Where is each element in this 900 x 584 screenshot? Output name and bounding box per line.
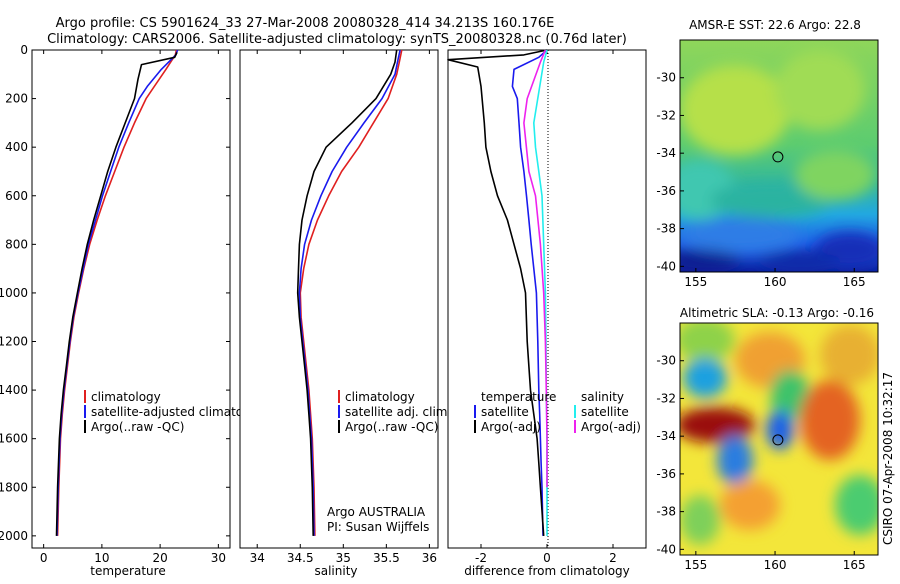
x-tick-label: 0 [543,551,551,565]
x-tick-label: 36 [422,551,437,565]
y-tick-label: -34 [656,429,676,443]
salinity-xlabel: salinity [314,564,357,578]
legend-label-argo: Argo(..raw -QC) [91,420,184,434]
series-line-salinity-argo-adj [523,49,548,488]
y-tick-label: -38 [656,222,676,236]
sla-map-panel: Altimetric SLA: -0.13 Argo: -0.16 155 160… [656,306,879,572]
y-tick-label: -32 [656,391,676,405]
x-tick-label: 30 [211,551,226,565]
salinity-panel: 34 34.5 35 35.5 36 salinity climatology sate… [239,49,451,578]
legend-swatch-temp-satellite [474,405,476,418]
float-position-marker [772,151,784,163]
x-tick-label: 160 [764,275,787,289]
legend-label-climatology: climatology [345,390,415,404]
legend-label-satellite: satellite adj. clim. [345,405,451,419]
temperature-xlabel: temperature [90,564,165,578]
y-tick-label: -30 [656,71,676,85]
y-tick-label: -32 [656,108,676,122]
x-tick-label: 165 [843,275,866,289]
x-tick-label: 34.5 [287,551,314,565]
x-tick-label: 155 [684,275,707,289]
y-tick-label: -40 [656,542,676,556]
x-tick-label: 34 [250,551,265,565]
x-tick-label: 20 [152,551,167,565]
temperature-axes-frame [31,49,231,549]
figure-title-line2: Climatology: CARS2006. Satellite-adjuste… [47,32,627,47]
legend-label-satellite: satellite-adjusted climatology [91,405,269,419]
sst-map-frame [679,39,879,273]
x-tick-label: -2 [475,551,487,565]
sst-map-panel: AMSR-E SST: 22.6 Argo: 22.8 155 160 165 -30… [656,18,879,289]
series-line-temperature-argo-adj [447,49,548,536]
legend-label-sal-argo: Argo(-adj) [581,420,641,434]
legend-swatch-argo [84,420,86,433]
legend-swatch-sal-satellite [574,405,576,418]
y-tick-label: -38 [656,505,676,519]
legend-swatch-temp-argo [474,420,476,433]
legend-group-temperature: temperature [481,390,556,404]
sla-map-frame [679,322,879,556]
credit-org: Argo AUSTRALIA [327,505,426,519]
sla-map-title: Altimetric SLA: -0.13 Argo: -0.16 [680,306,874,320]
y-tick-label: 200 [5,92,28,106]
y-tick-label: 0 [20,43,28,57]
x-tick-label: 160 [764,558,787,572]
legend-swatch-satellite [338,405,340,418]
legend-label-climatology: climatology [91,390,161,404]
y-tick-label: 1600 [0,432,28,446]
x-tick-label: 2 [609,551,617,565]
y-tick-label: -34 [656,146,676,160]
x-tick-label: 35.5 [373,551,400,565]
legend-group-salinity: salinity [581,390,624,404]
y-tick-label: 2000 [0,529,28,543]
legend-label-temp-argo: Argo(-adj) [481,420,541,434]
legend-label-temp-satellite: satellite [481,405,529,419]
credit-stamp: CSIRO 07-Apr-2008 10:32:17 [881,372,895,545]
salinity-axes-frame [239,49,439,549]
difference-xlabel: difference from climatology [464,564,630,578]
series-line-temperature-satellite [511,49,548,536]
difference-legend: temperature salinity satellite Argo(-adj… [474,390,641,434]
salinity-legend: climatology satellite adj. clim. Argo(..… [338,390,451,434]
credit-pi: PI: Susan Wijffels [327,520,429,534]
legend-label-argo: Argo(..raw -QC) [345,420,438,434]
figure-title-line1: Argo profile: CS 5901624_33 27-Mar-2008 … [56,16,555,31]
legend-swatch-sal-argo [574,420,576,433]
y-tick-label: -36 [656,184,676,198]
series-line-argo-raw-qc [55,52,178,536]
series-line-argo-raw-qc [296,49,398,536]
y-tick-label: 1200 [0,335,28,349]
legend-swatch-satellite [84,405,86,418]
sst-map-image [680,40,878,272]
series-line-climatology [299,49,403,536]
x-tick-label: 35 [336,551,351,565]
series-line-satellite-adj-clim [298,49,401,536]
x-tick-label: 165 [843,558,866,572]
y-tick-label: 1800 [0,480,28,494]
legend-swatch-argo [338,420,340,433]
y-tick-label: 1000 [0,286,28,300]
temperature-panel: 0 10 20 30 0 200 400 600 800 1000 1200 1400 1600 1800… [0,43,269,578]
y-tick-label: -40 [656,259,676,273]
x-tick-label: 10 [94,551,109,565]
legend-label-sal-satellite: satellite [581,405,629,419]
y-tick-label: 800 [5,237,28,251]
y-tick-label: 1400 [0,383,28,397]
float-position-marker [772,434,784,446]
y-tick-label: -30 [656,354,676,368]
y-tick-label: -36 [656,467,676,481]
difference-panel: -2 0 2 difference from climatology tempera… [447,49,647,578]
sst-map-title: AMSR-E SST: 22.6 Argo: 22.8 [689,18,861,32]
x-tick-label: 0 [40,551,48,565]
sla-map-image [680,323,878,555]
x-tick-label: 155 [684,558,707,572]
legend-swatch-climatology [338,390,340,403]
temperature-legend: climatology satellite-adjusted climatolo… [84,390,269,434]
y-tick-label: 600 [5,189,28,203]
y-tick-label: 400 [5,140,28,154]
legend-swatch-climatology [84,390,86,403]
